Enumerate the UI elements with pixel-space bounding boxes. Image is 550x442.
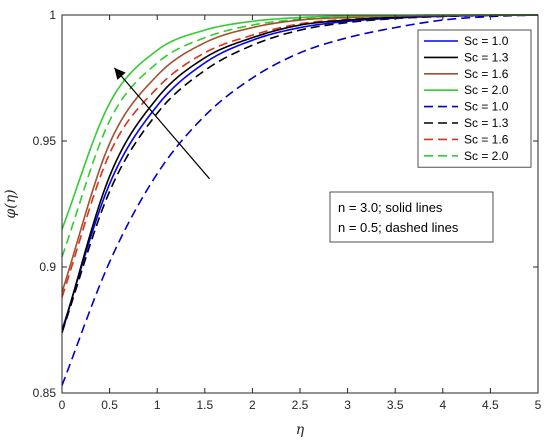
annotation-line: n = 0.5; dashed lines [338,220,459,235]
trend-arrow-head [114,67,126,80]
legend-label: Sc = 1.0 [464,34,509,48]
legend-label: Sc = 1.6 [464,132,509,146]
legend-label: Sc = 2.0 [464,83,509,97]
x-tick-label: 2 [249,398,256,412]
annotation-line: n = 3.0; solid lines [338,200,443,215]
y-tick-label: 0.9 [39,260,56,274]
legend: Sc = 1.0 Sc = 1.3 Sc = 1.6 Sc = 2.0 Sc = 1.0… [417,29,532,168]
y-tick-label: 0.85 [33,386,57,400]
x-axis-label: η [296,422,305,438]
y-tick-label: 1 [49,8,56,22]
annotation-box: n = 3.0; solid lines n = 0.5; dashed line… [329,191,494,243]
y-axis-label: φ(η) [3,189,19,218]
legend-label: Sc = 2.0 [464,149,509,163]
series-line-dashed-4 [61,14,539,386]
x-tick-label: 0 [59,398,66,412]
x-tick-label: 3 [344,398,351,412]
legend-box [417,29,532,168]
legend-label: Sc = 1.3 [464,50,509,64]
x-tick-label: 0.5 [101,398,118,412]
legend-label: Sc = 1.6 [464,67,509,81]
x-tick-label: 1 [154,398,161,412]
trend-arrow-shaft [113,67,211,180]
legend-label: Sc = 1.0 [464,100,509,114]
trend-arrow [113,67,211,180]
annotation-frame [329,191,494,243]
legend-label: Sc = 1.3 [464,116,509,130]
x-tick-label: 3.5 [387,398,404,412]
x-tick-label: 2.5 [292,398,309,412]
x-tick-label: 5 [535,398,542,412]
x-tick-label: 4 [439,398,446,412]
y-tick-label: 0.95 [33,134,57,148]
x-tick-label: 1.5 [196,398,213,412]
x-tick-label: 4.5 [482,398,499,412]
axes: 0 0.5 1 1.5 2 2.5 3 3.5 4 4.5 5 0.85 0.9 0.95 1 [33,8,542,412]
